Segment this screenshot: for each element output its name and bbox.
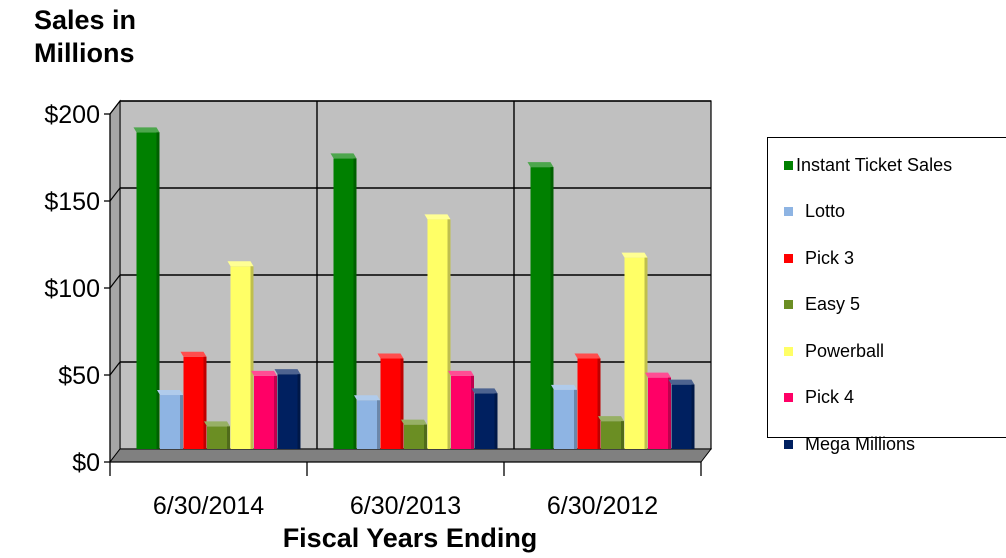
- legend-swatch: [784, 300, 793, 309]
- plot-floor: [108, 448, 713, 463]
- legend-label: Lotto: [805, 201, 846, 221]
- legend-label: Powerball: [805, 340, 885, 361]
- bar: [527, 162, 554, 449]
- legend-swatch: [784, 346, 793, 356]
- legend-label: Instant Ticket Sales: [796, 154, 953, 175]
- legend-item: Pick 4: [784, 386, 854, 410]
- legend-swatch: [784, 207, 793, 216]
- x-axis-title: Fiscal Years Ending: [282, 523, 538, 553]
- bar: [377, 353, 404, 449]
- gridline-side: [109, 187, 121, 202]
- legend-swatch: [784, 160, 793, 170]
- bar: [598, 416, 624, 449]
- legend-item: Mega Millions: [784, 432, 915, 456]
- legend-item: Pick 3: [784, 246, 854, 270]
- legend-label: Easy 5: [805, 294, 861, 314]
- legend-item: Easy 5: [784, 293, 860, 317]
- bar: [157, 390, 183, 449]
- x-tick-label: 6/30/2014: [153, 492, 264, 520]
- bar: [330, 153, 357, 450]
- bar: [551, 384, 577, 449]
- gridline-side: [109, 361, 121, 376]
- y-tick-label: $200: [44, 101, 100, 129]
- y-tick-label: $50: [58, 362, 100, 390]
- y-tick-label: $150: [44, 188, 100, 216]
- legend-item: Instant Ticket Sales: [784, 153, 952, 177]
- bar: [574, 353, 601, 449]
- bar: [204, 421, 230, 449]
- bar: [274, 369, 301, 449]
- legend: Instant Ticket Sales Lotto Pick 3 Easy 5 Pow…: [767, 137, 1006, 454]
- x-tick-label: 6/30/2012: [547, 492, 658, 520]
- bar: [133, 127, 160, 449]
- bar: [180, 351, 207, 449]
- x-tick-label: 6/30/2013: [350, 492, 461, 520]
- legend-item: Powerball: [784, 339, 884, 363]
- legend-swatch: [784, 253, 793, 263]
- legend-swatch: [784, 439, 793, 449]
- gridline-side: [109, 100, 121, 115]
- bar: [424, 214, 451, 449]
- bar: [471, 388, 498, 449]
- bar: [668, 379, 695, 449]
- y-tick-label: $0: [72, 449, 100, 477]
- bar: [227, 261, 254, 449]
- legend-item: Lotto: [784, 200, 845, 224]
- bar: [621, 252, 648, 449]
- legend-label: Mega Millions: [805, 433, 916, 454]
- bar: [251, 370, 277, 449]
- bar: [448, 370, 474, 449]
- legend-label: Pick 3: [805, 247, 855, 268]
- y-axis-title: Sales in Millions: [34, 5, 137, 68]
- legend-swatch: [784, 393, 793, 402]
- bar: [354, 395, 380, 449]
- legend-label: Pick 4: [805, 387, 855, 407]
- gridline-side: [109, 274, 121, 289]
- bar: [401, 419, 427, 449]
- y-tick-label: $100: [44, 275, 100, 303]
- bar: [645, 372, 671, 449]
